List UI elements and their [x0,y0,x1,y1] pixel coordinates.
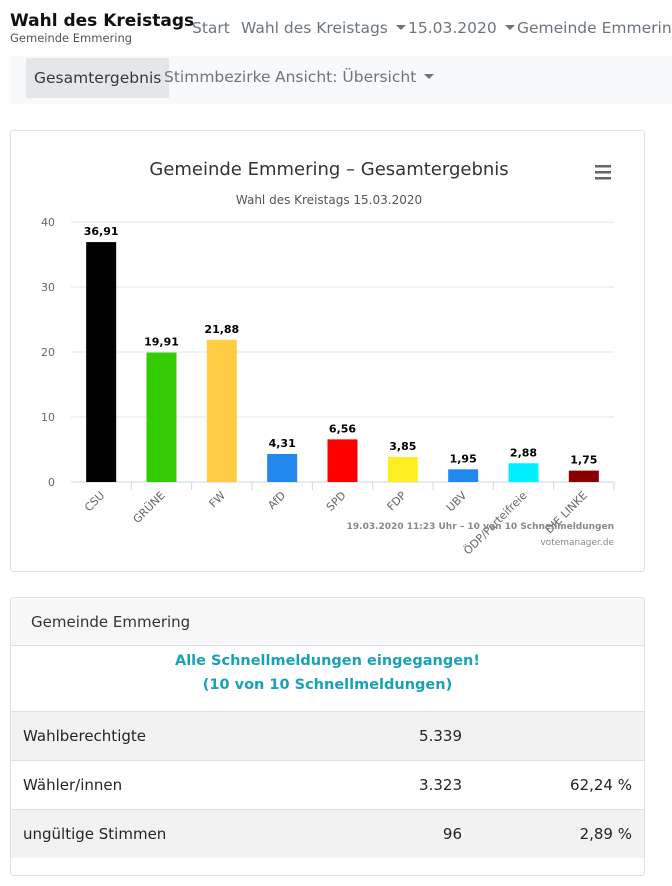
data-label: 36,91 [84,225,119,238]
row-percent: 62,24 % [570,776,632,794]
x-tick-label: UBV [444,489,470,515]
x-tick-label: FDP [385,489,410,514]
chart-credit[interactable]: votemanager.de [540,538,614,548]
results-card-header: Gemeinde Emmering [11,598,644,646]
nav-date-dropdown[interactable]: 15.03.2020 [408,19,515,37]
results-card: Gemeinde Emmering Alle Schnellmeldungen … [10,597,645,876]
x-tick-label: GRÜNE [131,489,168,526]
chart-footnote: 19.03.2020 11:23 Uhr – 10 von 10 Schnell… [347,522,614,532]
nav-election-label: Wahl des Kreistags [241,19,388,37]
data-label: 1,95 [450,452,477,465]
row-percent: 2,89 % [579,825,632,843]
bar[interactable] [387,456,418,482]
top-navbar: Wahl des Kreistags Gemeinde Emmering Sta… [0,0,672,56]
nav-municipality[interactable]: Gemeinde Emmering [517,19,672,37]
row-value: 96 [442,825,462,843]
tab-gesamtergebnis[interactable]: Gesamtergebnis [26,58,170,98]
status-notice-line1: Alle Schnellmeldungen eingegangen! [174,653,480,669]
data-label: 6,56 [329,422,356,435]
bar[interactable] [267,453,298,482]
chart-title: Gemeinde Emmering – Gesamtergebnis [149,159,508,180]
y-tick-label: 40 [41,216,55,229]
table-row-waehler: Wähler/innen 3.323 62,24 % [11,760,644,809]
sub-navbar: Gesamtergebnis Stimmbezirke Ansicht: Übe… [10,56,672,104]
bar[interactable] [327,439,358,482]
brand[interactable]: Wahl des Kreistags Gemeinde Emmering [10,10,194,44]
tab-stimmbezirke-label: Stimmbezirke [164,68,271,86]
y-tick-label: 20 [41,346,55,359]
row-value: 5.339 [419,727,462,745]
data-label: 3,85 [389,440,416,453]
brand-subtitle: Gemeinde Emmering [10,31,133,45]
data-label: 19,91 [144,336,179,349]
nav-municipality-label: Gemeinde Emmering [517,19,672,37]
nav-start-label: Start [192,19,230,37]
nav-date-label: 15.03.2020 [408,19,497,37]
row-value: 3.323 [419,776,462,794]
hamburger-menu-icon[interactable] [595,165,611,180]
y-tick-label: 0 [48,476,55,489]
chevron-down-icon [395,25,406,30]
tab-stimmbezirke[interactable]: Stimmbezirke [164,68,271,86]
table-row-ungueltige: ungültige Stimmen 96 2,89 % [11,809,644,858]
data-label: 4,31 [269,437,296,450]
bar[interactable] [568,470,599,482]
tab-gesamtergebnis-label: Gesamtergebnis [34,69,162,87]
bar[interactable] [86,242,117,482]
nav-start[interactable]: Start [192,19,230,37]
row-label: Wähler/innen [23,776,123,794]
brand-title[interactable]: Wahl des Kreistags [10,11,195,31]
chevron-down-icon [424,74,435,79]
bar[interactable] [448,469,479,482]
y-tick-label: 10 [41,411,55,424]
y-tick-label: 30 [41,281,55,294]
table-row-wahlberechtigte: Wahlberechtigte 5.339 [11,711,644,760]
nav-election-dropdown[interactable]: Wahl des Kreistags [241,19,406,37]
data-label: 21,88 [204,323,239,336]
data-label: 1,75 [570,454,597,467]
chevron-down-icon [504,25,515,30]
row-label: Wahlberechtigte [23,727,146,745]
chart-subtitle: Wahl des Kreistags 15.03.2020 [236,193,422,207]
x-tick-label: FW [207,489,228,510]
data-label: 2,88 [510,446,537,459]
status-notice: Alle Schnellmeldungen eingegangen! (10 v… [11,646,644,711]
x-tick-label: CSU [82,489,107,514]
chart-card: Gemeinde Emmering – Gesamtergebnis Wahl … [10,130,645,572]
bar[interactable] [146,352,177,482]
status-notice-line2: (10 von 10 Schnellmeldungen) [202,677,453,693]
x-tick-label: AfD [265,489,288,512]
row-label: ungültige Stimmen [23,825,167,843]
view-dropdown[interactable]: Ansicht: Übersicht [275,68,435,86]
view-dropdown-label: Ansicht: Übersicht [275,68,417,86]
bar-chart: Gemeinde Emmering – Gesamtergebnis Wahl … [41,159,615,557]
bar[interactable] [206,339,237,482]
x-tick-label: SPD [324,489,349,514]
bar[interactable] [508,463,539,482]
